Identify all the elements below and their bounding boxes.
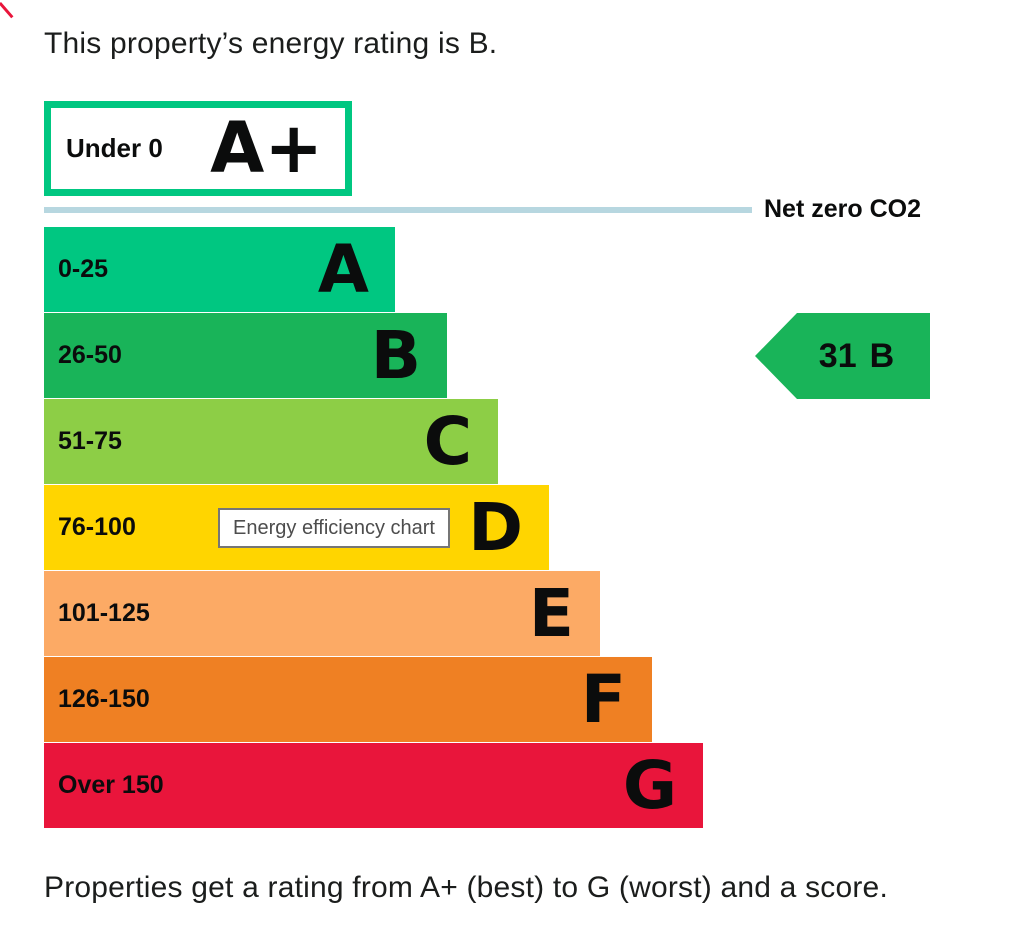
band-g-range: Over 150 — [58, 771, 164, 799]
band-d-range: 76-100 — [58, 513, 136, 541]
band-d-letter: D — [468, 489, 523, 566]
current-rating-score: 31 — [818, 337, 857, 375]
band-c-letter: C — [423, 403, 472, 480]
band-f-range: 126-150 — [58, 685, 150, 713]
chart-title-tooltip: Energy efficiency chart — [218, 508, 450, 548]
band-e: 101-125 E — [44, 571, 600, 656]
band-c-range: 51-75 — [58, 427, 122, 455]
intro-text: This property’s energy rating is B. — [44, 27, 498, 60]
band-g-letter: G — [622, 747, 677, 824]
band-d: 76-100 Energy efficiency chart D — [44, 485, 549, 570]
band-b-range: 26-50 — [58, 341, 122, 369]
net-zero-label: Net zero CO2 — [764, 195, 921, 223]
corner-artifact-mark — [0, 2, 14, 19]
band-a-plus: Under 0 A+ — [44, 101, 352, 196]
current-rating-band: B — [869, 337, 895, 375]
footer-text: Properties get a rating from A+ (best) t… — [44, 871, 888, 904]
band-f: 126-150 F — [44, 657, 652, 742]
band-b: 26-50 B — [44, 313, 447, 398]
band-a-plus-letter: A+ — [210, 107, 323, 189]
band-e-range: 101-125 — [58, 599, 150, 627]
net-zero-line — [44, 206, 752, 213]
net-zero-row: Net zero CO2 — [44, 195, 994, 223]
band-a-range: 0-25 — [58, 255, 109, 283]
band-b-letter: B — [370, 317, 421, 394]
current-rating-pointer: 31 B — [755, 313, 930, 399]
energy-efficiency-chart[interactable]: Under 0 A+ Net zero CO2 0-25 A 26-50 B 5… — [44, 101, 994, 829]
band-c: 51-75 C — [44, 399, 498, 484]
band-a-letter: A — [317, 231, 369, 308]
band-g: Over 150 G — [44, 743, 703, 828]
band-f-letter: F — [580, 661, 626, 738]
band-e-letter: E — [528, 575, 574, 652]
rating-bands: 0-25 A 26-50 B 51-75 C 76-100 Energy eff… — [44, 227, 994, 828]
band-a: 0-25 A — [44, 227, 395, 312]
band-a-plus-range: Under 0 — [66, 133, 163, 163]
